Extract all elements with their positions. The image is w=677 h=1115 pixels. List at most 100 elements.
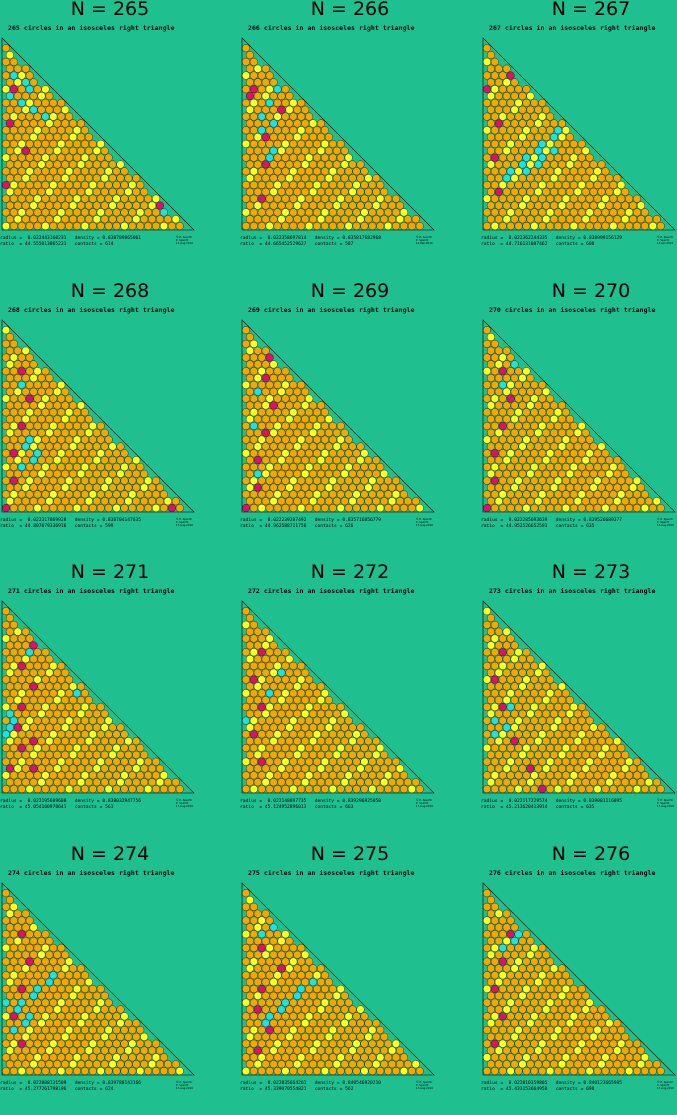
packed-circle [96,463,105,471]
packed-circle [514,689,523,698]
packed-circle [25,1053,34,1062]
packed-circle [128,1026,137,1034]
packed-circle [305,504,314,513]
packed-circle [1,339,10,348]
packed-circle [21,187,30,196]
packed-circle [336,463,345,471]
packed-circle [546,785,555,794]
packed-circle [565,778,574,787]
packed-circle [293,737,302,746]
packed-circle [269,682,278,691]
packed-circle [80,702,89,711]
packed-circle [29,401,38,410]
packed-circle [69,764,78,773]
packed-circle [100,991,109,1000]
packed-circle [490,57,499,66]
packed-circle [530,139,539,148]
packed-circle [494,442,503,451]
packed-circle [490,984,499,993]
contacts-value: contacts = 600 [547,242,595,247]
packed-circle [482,139,491,148]
packed-circle [396,483,404,492]
packed-circle [289,785,298,794]
packed-circle [328,1026,337,1034]
packed-circle [360,167,369,176]
packed-circle [57,957,66,966]
packed-circle [585,716,594,725]
packed-circle [388,764,397,773]
packed-circle [96,181,105,189]
packed-circle [486,51,495,59]
packed-circle [542,442,551,451]
packed-circle [245,387,254,396]
packed-circle [277,92,286,101]
packed-circle [340,737,349,746]
packed-circle [37,187,46,196]
packed-circle [265,126,274,135]
packed-circle [376,1026,385,1034]
packed-circle [61,764,70,773]
packed-circle [289,689,298,698]
packed-circle [41,930,50,939]
packed-circle [293,668,302,677]
packed-circle [542,160,551,169]
packed-circle [313,744,322,752]
packed-circle [558,469,566,478]
packed-circle [29,215,38,224]
packed-circle [285,668,294,677]
packed-circle [336,702,345,711]
packed-circle [581,764,590,773]
packed-circle [124,764,133,773]
packed-circle [245,201,254,210]
packed-circle [5,991,14,1000]
packed-circle [80,504,89,513]
packed-circle [241,716,250,725]
packed-circle [140,187,149,196]
packed-circle [257,634,266,643]
packed-circle [601,463,610,471]
packed-circle [5,174,14,183]
packed-circle [88,730,97,739]
packed-circle [49,222,58,231]
packed-circle [41,85,50,94]
packed-circle [112,1053,121,1062]
packed-circle [542,978,551,987]
packed-circle [269,201,278,210]
packed-circle [526,655,535,664]
packed-circle [336,504,345,513]
packed-circle [9,1053,18,1062]
packed-circle [534,764,543,773]
packed-circle [285,133,294,142]
packed-circle [104,222,113,231]
packed-circle [518,723,527,732]
packed-circle [124,187,133,196]
packed-circle [273,112,282,121]
packed-circle [352,463,361,471]
packed-circle [33,984,42,993]
packed-circle [613,174,622,183]
packed-circle [518,750,527,759]
packed-circle [613,764,622,773]
packed-circle [9,408,18,417]
packed-circle [332,723,341,732]
packed-circle [73,208,82,217]
packed-circle [526,497,535,506]
packed-circle [565,723,574,732]
packed-circle [253,964,262,973]
packed-circle [320,998,329,1007]
packed-circle [253,105,262,114]
packed-circle [241,1026,250,1034]
packed-circle [352,730,361,739]
packed-circle [317,428,325,437]
packed-circle [637,483,645,492]
packed-circle [285,428,294,437]
packed-circle [21,64,30,73]
packed-circle [482,435,491,444]
packed-circle [305,112,314,121]
packed-circle [269,1019,278,1028]
packed-circle [249,943,258,952]
packed-circle [1,490,10,499]
ratio-value: ratio = 45.339070554821 [240,1087,307,1092]
packed-circle [324,1032,333,1041]
packed-circle [249,702,258,711]
